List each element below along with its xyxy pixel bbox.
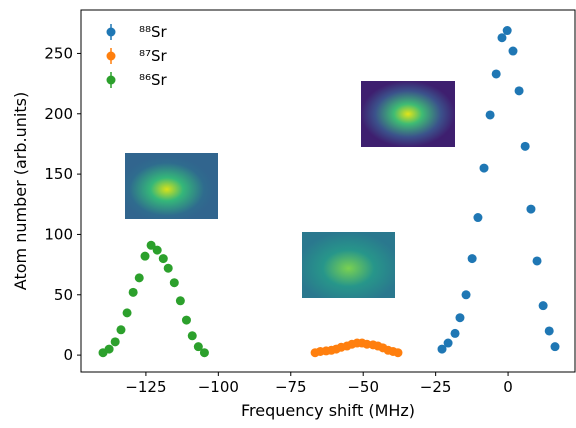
data-point (443, 338, 453, 348)
data-point (199, 348, 209, 358)
y-tick-label: 100 (44, 225, 73, 243)
data-point (193, 342, 203, 352)
axes-frame (80, 9, 576, 373)
x-axis-label: Frequency shift (MHz) (241, 401, 415, 420)
data-point (502, 26, 512, 36)
legend-label: ⁸⁷Sr (139, 47, 168, 65)
y-tick-label: 0 (63, 346, 73, 364)
data-point (122, 308, 132, 318)
inset-image (302, 232, 395, 298)
inset-image (125, 153, 218, 219)
data-point (497, 33, 507, 43)
data-point (104, 344, 114, 354)
data-point (158, 254, 168, 264)
data-point (550, 342, 560, 352)
data-point (146, 240, 156, 250)
x-tick-label: −125 (125, 378, 166, 396)
data-point (514, 86, 524, 96)
x-tick-label: 0 (503, 378, 513, 396)
data-point (110, 337, 120, 347)
y-tick-label: 250 (44, 44, 73, 62)
data-point (163, 263, 173, 273)
x-tick-label: −100 (198, 378, 239, 396)
data-point (526, 204, 536, 214)
data-point (450, 328, 460, 338)
data-point (532, 256, 542, 266)
x-tick-label: −50 (347, 378, 379, 396)
data-point (538, 301, 548, 311)
data-point (393, 348, 403, 358)
data-point (140, 251, 150, 261)
data-point (187, 331, 197, 341)
data-point (520, 141, 530, 151)
legend-marker (106, 51, 116, 61)
data-point (437, 344, 447, 354)
data-point (116, 325, 126, 335)
legend-marker (106, 75, 116, 85)
x-tick-label: −25 (420, 378, 452, 396)
legend-label: ⁸⁶Sr (139, 71, 168, 89)
y-tick-label: 50 (54, 286, 73, 304)
data-point (128, 287, 138, 297)
data-point (134, 273, 144, 283)
data-point (175, 296, 185, 306)
data-point (455, 313, 465, 323)
data-point (169, 278, 179, 288)
y-tick-label: 150 (44, 165, 73, 183)
legend-marker (106, 27, 116, 37)
data-point (181, 315, 191, 325)
inset-image (361, 81, 455, 147)
y-tick-label: 200 (44, 105, 73, 123)
data-point (491, 69, 501, 79)
data-point (473, 213, 483, 223)
data-point (467, 254, 477, 264)
data-point (508, 46, 518, 56)
data-point (461, 290, 471, 300)
data-point (152, 245, 162, 255)
data-point (544, 326, 554, 336)
y-axis-label: Atom number (arb.units) (11, 92, 30, 290)
data-point (479, 163, 489, 173)
data-point (485, 110, 495, 120)
legend-label: ⁸⁸Sr (139, 23, 168, 41)
x-tick-label: −75 (275, 378, 307, 396)
